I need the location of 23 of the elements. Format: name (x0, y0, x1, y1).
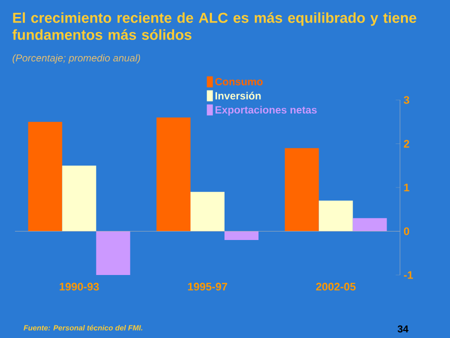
text: 34 (398, 325, 408, 332)
y-tick-label: 0 (404, 227, 410, 236)
bar (352, 218, 387, 232)
bar (224, 231, 258, 240)
legend-label: Exportaciones netas (216, 106, 317, 116)
chart-title: El crecimiento reciente de ALC es más equilibrado y tiene fundamentos más sólidos (12, 12, 416, 40)
bar (96, 231, 130, 275)
bar (190, 192, 224, 232)
bar (28, 122, 62, 232)
bar (318, 200, 353, 232)
y-tick-label: 2 (404, 140, 410, 148)
chart-subtitle: (Porcentaje; promedio anual) (12, 54, 140, 64)
x-tick-label: 2002-05 (316, 282, 356, 291)
bar (62, 166, 96, 232)
bar (156, 118, 190, 232)
legend-label: Consumo (215, 78, 263, 86)
bar (284, 148, 319, 232)
y-tick-label: 1 (404, 184, 410, 192)
y-tick-label: 3 (404, 96, 410, 104)
y-tick-label: -1 (404, 271, 413, 279)
x-tick-label: 1995-97 (188, 282, 228, 291)
x-tick-label: 1990-93 (60, 282, 99, 291)
legend-label: Inversión (216, 92, 261, 100)
